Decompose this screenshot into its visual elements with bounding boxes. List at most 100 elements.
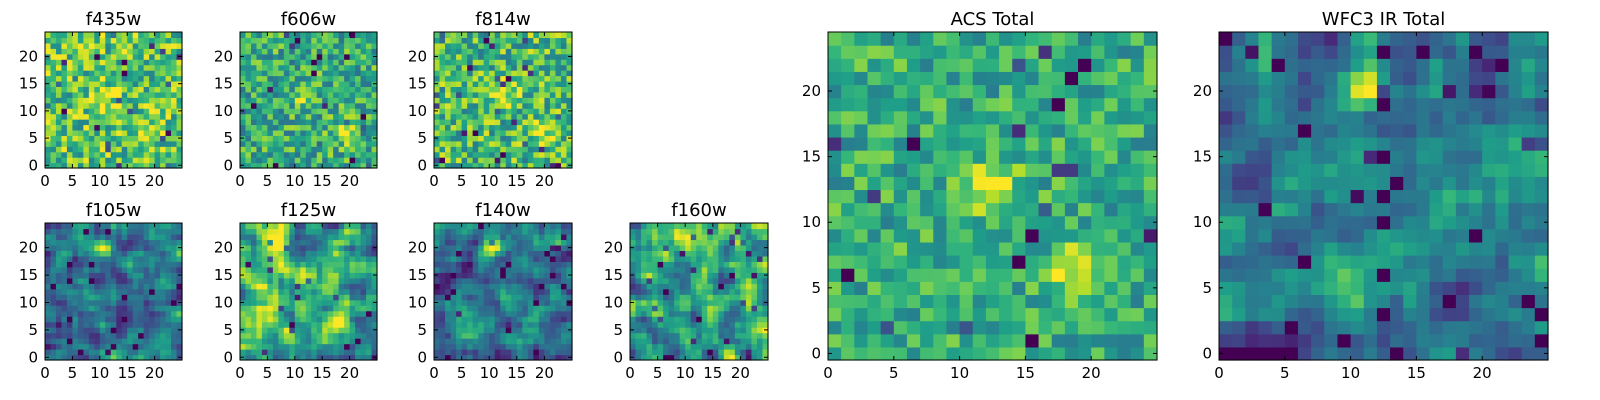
heatmap-cell — [516, 151, 523, 158]
heatmap-cell — [489, 48, 496, 55]
heatmap-cell — [272, 233, 279, 241]
heatmap-cell — [132, 223, 139, 230]
heatmap-cell — [867, 294, 882, 309]
heatmap-cell — [1091, 241, 1105, 256]
heatmap-cell — [55, 233, 63, 241]
heatmap-cell — [505, 113, 512, 120]
heatmap-cell — [132, 228, 139, 235]
heatmap-cell — [456, 294, 463, 301]
heatmap-cell — [55, 129, 63, 136]
heatmap-cell — [544, 37, 551, 44]
heatmap-cell — [467, 80, 474, 87]
heatmap-cell — [544, 135, 551, 142]
heatmap-cell — [483, 162, 490, 169]
heatmap-cell — [522, 119, 529, 126]
heatmap-cell — [985, 176, 1000, 191]
heatmap-cell — [630, 321, 637, 328]
heatmap-cell — [121, 97, 128, 104]
heatmap-cell — [245, 75, 252, 82]
heatmap-cell — [467, 255, 474, 262]
heatmap-cell — [110, 53, 117, 60]
heatmap-cell — [121, 321, 128, 328]
heatmap-cell — [50, 305, 57, 312]
heatmap-cell — [327, 338, 334, 345]
heatmap-cell — [533, 124, 540, 131]
heatmap-cell — [718, 266, 725, 273]
heatmap-cell — [322, 42, 329, 49]
heatmap-cell — [439, 343, 446, 350]
heatmap-cell — [712, 266, 719, 273]
heatmap-cell — [149, 343, 156, 350]
heatmap-cell — [439, 37, 446, 44]
heatmap-cell — [294, 64, 301, 71]
heatmap-cell — [88, 135, 95, 142]
heatmap-cell — [500, 91, 507, 98]
heatmap-cell — [555, 91, 562, 98]
heatmap-cell — [527, 80, 534, 87]
heatmap-cell — [544, 261, 551, 268]
heatmap-cell — [544, 151, 551, 158]
heatmap-cell — [88, 239, 95, 246]
heatmap-cell — [652, 233, 659, 241]
heatmap-cell — [283, 354, 290, 361]
heatmap-cell — [316, 349, 323, 356]
heatmap-cell — [674, 299, 681, 306]
heatmap-cell — [538, 244, 545, 251]
heatmap-cell — [566, 332, 573, 339]
heatmap-cell — [483, 91, 490, 98]
heatmap-cell — [50, 316, 57, 323]
heatmap-cell — [110, 277, 117, 284]
heatmap-cell — [483, 294, 490, 301]
heatmap-cell — [149, 250, 156, 257]
heatmap-cell — [371, 288, 378, 295]
heatmap-cell — [316, 162, 323, 169]
heatmap-cell — [349, 32, 356, 39]
heatmap-cell — [316, 272, 323, 279]
heatmap-cell — [116, 75, 123, 82]
heatmap-cell — [483, 146, 490, 153]
heatmap-cell — [116, 343, 123, 350]
heatmap-cell — [500, 261, 507, 268]
heatmap-cell — [756, 250, 764, 257]
heatmap-cell — [50, 261, 57, 268]
heatmap-cell — [127, 146, 134, 153]
heatmap-cell — [478, 37, 485, 44]
heatmap-cell — [685, 283, 692, 290]
heatmap-cell — [261, 349, 268, 356]
heatmap-cell — [127, 53, 134, 60]
heatmap-cell — [289, 140, 296, 147]
heatmap-cell — [143, 124, 150, 131]
heatmap-cell — [61, 157, 68, 164]
heatmap-cell — [66, 321, 73, 328]
heatmap-cell — [560, 338, 568, 345]
heatmap-cell — [77, 277, 84, 284]
heatmap-cell — [267, 86, 274, 93]
heatmap-cell — [1091, 320, 1105, 335]
heatmap-cell — [560, 48, 568, 55]
heatmap-cell — [360, 294, 367, 301]
heatmap-cell — [445, 244, 452, 251]
heatmap-cell — [445, 261, 452, 268]
heatmap-cell — [110, 294, 117, 301]
heatmap-cell — [549, 228, 557, 235]
heatmap-cell — [349, 157, 356, 164]
heatmap-cell — [294, 310, 301, 317]
heatmap-cell — [61, 255, 68, 262]
heatmap-cell — [560, 146, 568, 153]
heatmap-cell — [165, 48, 172, 55]
x-tick-label: 5 — [263, 172, 273, 190]
heatmap-cell — [718, 354, 725, 361]
heatmap-cell — [500, 42, 507, 49]
heatmap-cell — [439, 239, 446, 246]
heatmap-cell — [366, 102, 373, 109]
heatmap-cell — [751, 332, 758, 339]
heatmap-cell — [149, 266, 156, 273]
heatmap-cell — [165, 332, 172, 339]
heatmap-cell — [322, 97, 329, 104]
heatmap-cell — [360, 233, 367, 241]
heatmap-cell — [685, 310, 692, 317]
heatmap-cell — [45, 266, 52, 273]
heatmap-cell — [127, 310, 134, 317]
heatmap-cell — [461, 233, 468, 241]
heatmap-cell — [439, 124, 446, 131]
